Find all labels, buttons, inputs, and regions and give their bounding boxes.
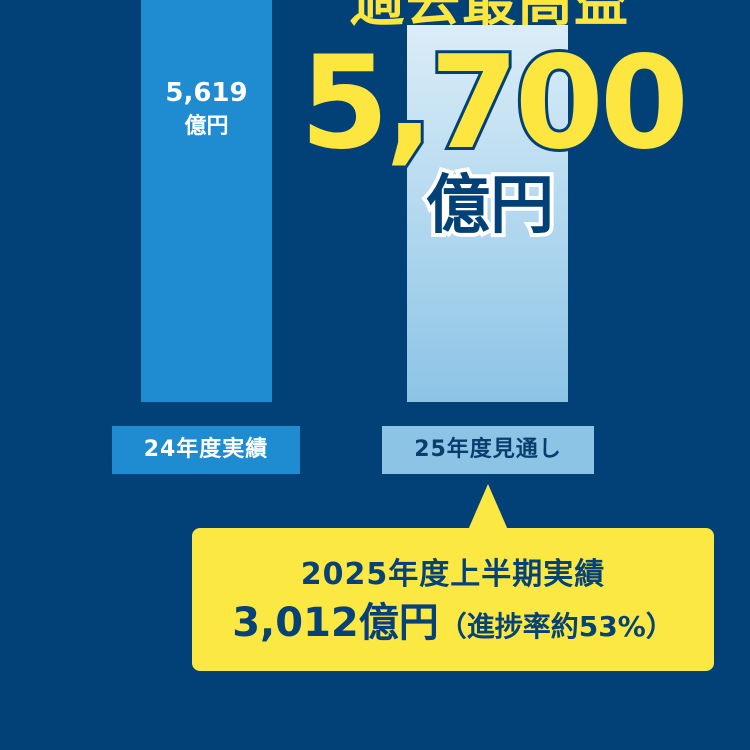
bar-fy24-value: 5,619 億円 [141,78,272,140]
x-label-fy24: 24年度実績 [112,426,300,474]
headline-title: 過去最高益 [350,0,630,33]
bar-fy24 [141,0,272,402]
headline-value: 5,700 [297,29,692,178]
headline-unit: 億円 [422,168,558,244]
x-label-fy25: 25年度見通し [382,426,594,474]
callout-box: 2025年度上半期実績 3,012億円（進捗率約53%） [192,528,714,671]
bar-unit: 億円 [184,114,229,139]
callout-note: （進捗率約53%） [438,610,674,643]
callout-value: 3,012億円 [232,600,439,646]
bar-fy25 [407,25,568,402]
callout-line1: 2025年度上半期実績 [300,557,606,592]
bar-value: 5,619 [165,78,248,108]
callout-line2: 3,012億円（進捗率約53%） [192,598,714,656]
callout-pointer [468,484,508,530]
